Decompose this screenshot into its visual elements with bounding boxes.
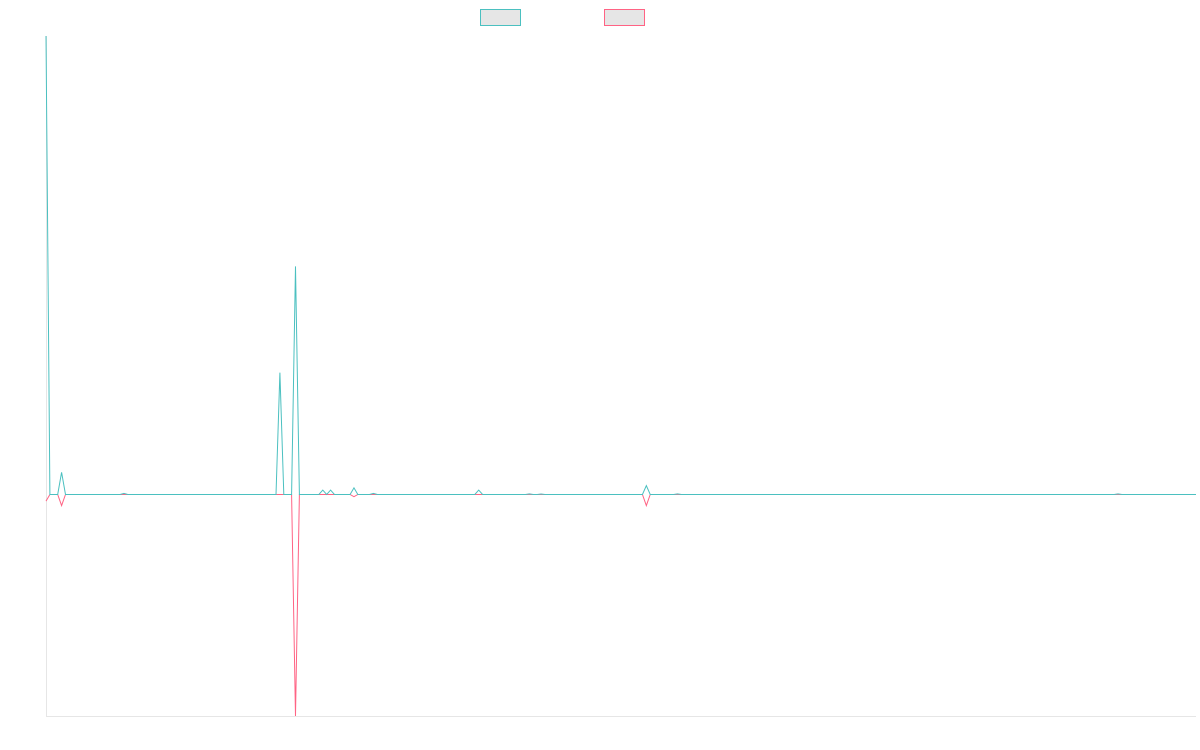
axes (46, 36, 1196, 717)
plot-area (45, 35, 1196, 717)
series-line-series-2 (45, 494, 1196, 717)
legend-swatch-series-2[interactable] (604, 9, 645, 26)
legend (480, 9, 645, 26)
series-line-series-1 (45, 35, 1196, 496)
legend-swatch-series-1[interactable] (480, 9, 521, 26)
